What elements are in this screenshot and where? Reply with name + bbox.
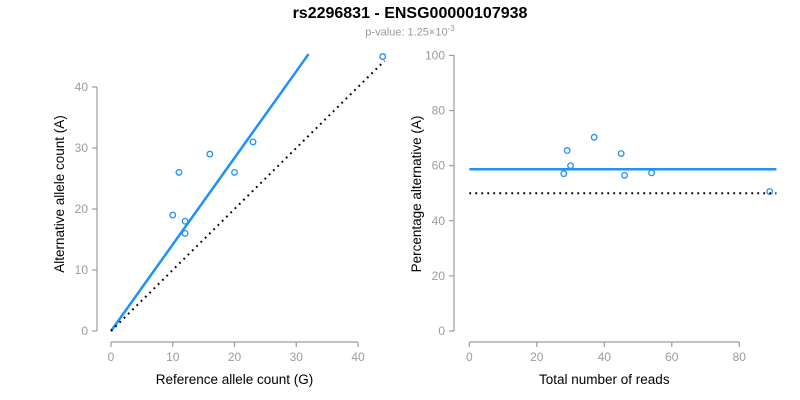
y-tick-label: 0 bbox=[81, 324, 88, 338]
y-axis-title: Percentage alternative (A) bbox=[409, 116, 424, 273]
x-tick-label: 0 bbox=[466, 350, 473, 364]
data-point bbox=[206, 150, 214, 158]
y-tick-label: 0 bbox=[438, 324, 445, 338]
y-tick-label: 60 bbox=[432, 159, 446, 173]
y-axis-title: Alternative allele count (A) bbox=[52, 115, 67, 273]
y-tick-label: 80 bbox=[432, 104, 446, 118]
data-point bbox=[621, 171, 628, 179]
x-axis-title: Reference allele count (G) bbox=[156, 372, 314, 387]
data-point bbox=[181, 229, 189, 237]
x-tick-label: 80 bbox=[733, 350, 747, 364]
data-point bbox=[169, 211, 177, 219]
y-tick-label: 20 bbox=[75, 202, 89, 216]
data-point bbox=[249, 138, 257, 146]
x-tick-label: 10 bbox=[166, 350, 180, 364]
x-tick-label: 20 bbox=[530, 350, 544, 364]
figure-title: rs2296831 - ENSG00000107938 bbox=[292, 5, 528, 22]
data-point bbox=[766, 188, 774, 195]
y-tick-label: 40 bbox=[75, 80, 89, 94]
identity-line bbox=[110, 60, 386, 332]
y-tick-label: 20 bbox=[432, 269, 446, 283]
pvalue-text: p-value: 1.25×10 bbox=[365, 26, 448, 39]
y-tick-label: 40 bbox=[432, 214, 446, 228]
data-point bbox=[560, 170, 568, 178]
data-point bbox=[648, 169, 655, 177]
plot-percentage-alternative: 0 20 40 60 80 100 0 20 40 60 80 Total number of rea… bbox=[409, 48, 777, 387]
y-tick-label: 100 bbox=[425, 48, 445, 62]
plot-allele-counts: 0 10 20 30 40 0 10 20 30 40 Reference allele count… bbox=[52, 53, 387, 387]
x-tick-label: 0 bbox=[108, 350, 115, 364]
figure-subtitle: p-value: 1.25×10-3 bbox=[20, 24, 800, 39]
data-point bbox=[617, 150, 625, 157]
data-point bbox=[590, 133, 598, 141]
data-point bbox=[563, 147, 571, 154]
x-axis-title: Total number of reads bbox=[539, 372, 670, 387]
x-tick-label: 30 bbox=[290, 350, 304, 364]
data-point bbox=[175, 168, 183, 176]
x-tick-label: 20 bbox=[228, 350, 242, 364]
x-tick-label: 40 bbox=[598, 350, 612, 364]
data-point bbox=[379, 53, 387, 60]
pvalue-exponent: -3 bbox=[447, 24, 455, 33]
y-tick-label: 30 bbox=[75, 141, 89, 155]
fitted-ratio-line bbox=[109, 53, 310, 332]
x-tick-label: 60 bbox=[665, 350, 679, 364]
data-point bbox=[231, 168, 238, 176]
data-point bbox=[567, 162, 574, 170]
x-tick-label: 40 bbox=[351, 350, 365, 364]
y-tick-label: 10 bbox=[75, 263, 89, 277]
